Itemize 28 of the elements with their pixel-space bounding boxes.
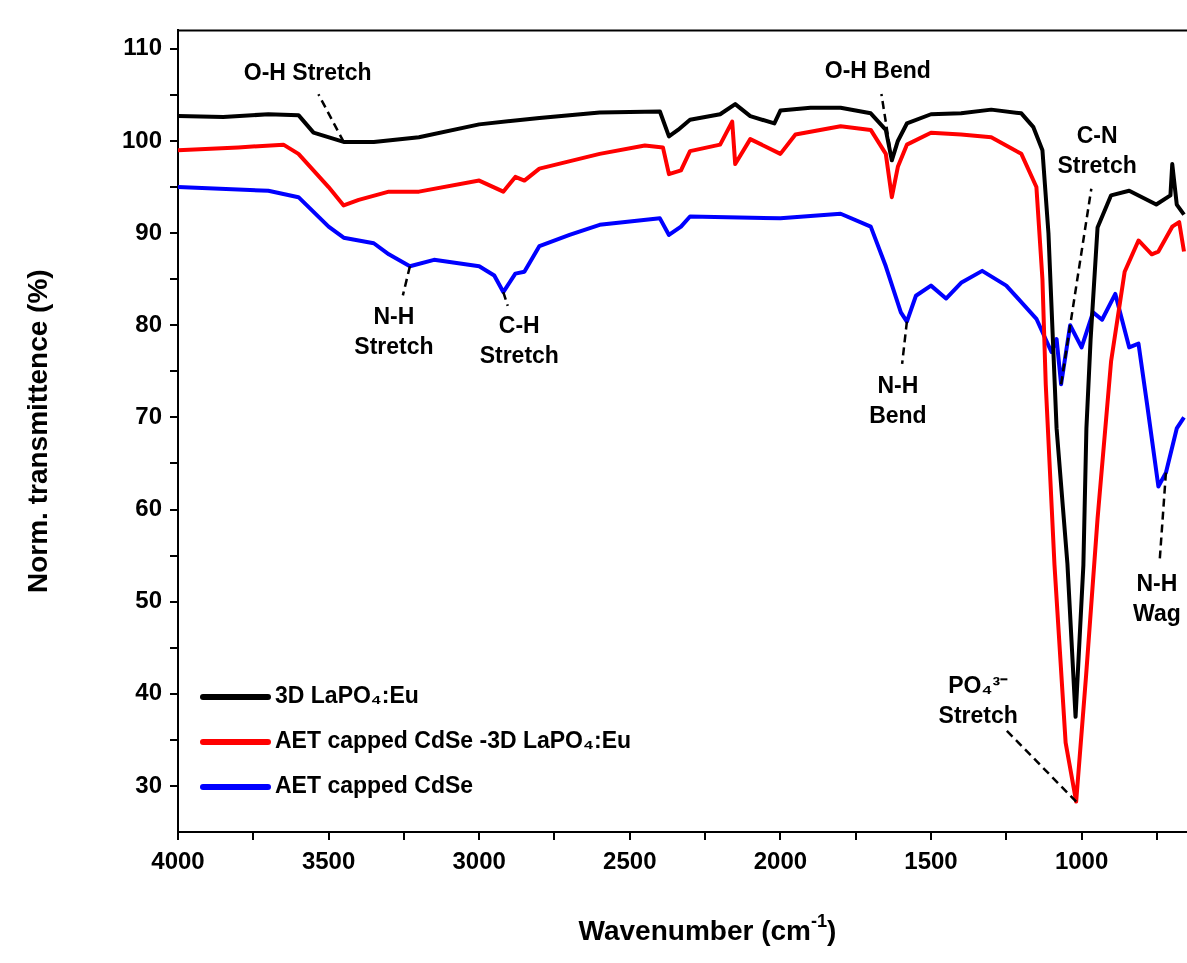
legend-label: 3D LaPO₄:Eu [275, 682, 419, 709]
legend-label: AET capped CdSe -3D LaPO₄:Eu [275, 727, 632, 754]
annotation: C-H Stretch [479, 312, 559, 369]
y-tick-label: 100 [121, 125, 162, 153]
annotation: O-H Bend [824, 56, 931, 83]
y-tick-label: 30 [135, 770, 162, 798]
x-tick-label: 3500 [301, 847, 356, 875]
y-tick-label: 90 [135, 217, 162, 245]
y-tick-label: 70 [135, 402, 162, 429]
y-tick-label: 80 [135, 309, 162, 337]
x-tick-label: 3000 [452, 847, 506, 875]
annotation: N-H Bend [869, 371, 927, 428]
x-tick-label: 1500 [904, 847, 958, 875]
x-tick-label: 4000 [151, 847, 205, 875]
annotation: O-H Stretch [243, 59, 372, 86]
annotation: N-H Wag [1133, 570, 1181, 627]
y-axis-title: Norm. transmittence (%) [21, 269, 53, 594]
x-tick-label: 2000 [753, 847, 808, 875]
y-tick-label: 60 [135, 494, 162, 522]
x-tick-label: 1000 [1054, 847, 1109, 875]
y-tick-label: 110 [123, 33, 162, 61]
annotation: N-H Stretch [354, 302, 434, 359]
y-tick-label: 40 [135, 678, 162, 706]
legend-label: AET capped CdSe [275, 772, 474, 799]
annotation: C-N Stretch [1057, 121, 1137, 178]
annotation: PO₄³⁻ Stretch [938, 671, 1018, 728]
y-tick-label: 50 [135, 586, 162, 614]
x-tick-label: 2500 [603, 847, 657, 875]
